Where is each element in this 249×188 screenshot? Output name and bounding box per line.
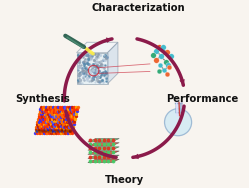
Polygon shape xyxy=(35,130,73,133)
Text: Synthesis: Synthesis xyxy=(15,94,70,104)
Polygon shape xyxy=(88,147,119,150)
Polygon shape xyxy=(88,155,119,158)
Polygon shape xyxy=(88,159,119,163)
Polygon shape xyxy=(88,139,119,142)
Polygon shape xyxy=(176,103,181,113)
Circle shape xyxy=(165,109,192,136)
Polygon shape xyxy=(76,42,118,53)
Polygon shape xyxy=(108,42,118,84)
Text: Theory: Theory xyxy=(105,175,144,186)
Text: Characterization: Characterization xyxy=(92,3,186,14)
Polygon shape xyxy=(88,143,119,146)
Polygon shape xyxy=(35,107,77,133)
Text: Performance: Performance xyxy=(166,94,239,104)
Polygon shape xyxy=(88,151,119,154)
Polygon shape xyxy=(76,53,108,84)
